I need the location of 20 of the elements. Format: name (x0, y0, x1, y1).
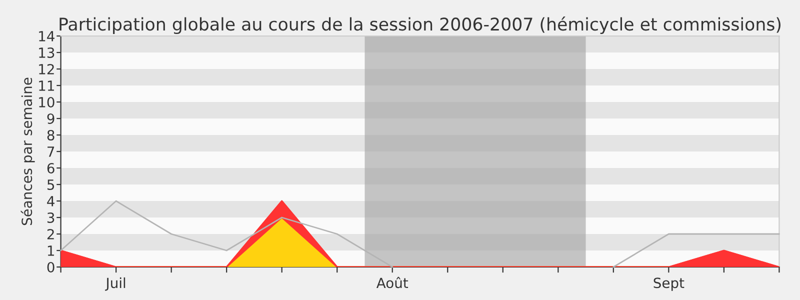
y-tick-label: 9 (47, 113, 54, 124)
y-axis-title: Séances par semaine (20, 78, 35, 226)
x-tick-label: Août (376, 276, 408, 288)
y-tick-label: 6 (47, 162, 54, 174)
x-tick-label: Juil (105, 277, 126, 291)
y-tick-label: 4 (47, 196, 54, 206)
y-tick-label: 10 (39, 96, 54, 108)
y-tick-label: 0 (47, 262, 54, 272)
y-tick-label: 11 (39, 80, 54, 91)
y-tick-label: 13 (39, 47, 54, 58)
y-tick-label: 12 (39, 64, 54, 74)
y-tick-label: 7 (48, 146, 54, 157)
x-tick-label: Sept (654, 278, 684, 291)
chart-title: Participation globale au cours de la session 2006-2007 (hémicycle et commissions) (60, 16, 780, 34)
y-tick-label: 2 (47, 228, 54, 240)
y-tick-label: 5 (47, 180, 54, 190)
y-tick-label: 14 (39, 31, 54, 42)
y-tick-label: 8 (47, 130, 54, 140)
y-tick-label: 3 (47, 212, 54, 223)
y-tick-label: 1 (48, 246, 54, 256)
